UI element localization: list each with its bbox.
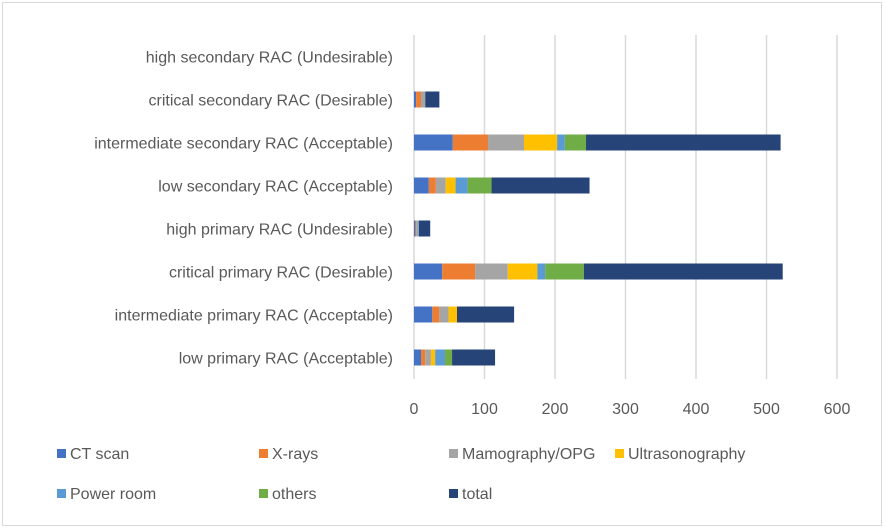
gridlines	[413, 35, 838, 379]
x-tick-label: 100	[471, 401, 498, 418]
legend-swatch	[259, 489, 268, 498]
legend-label: total	[462, 486, 492, 503]
bar-segment-total	[586, 134, 781, 151]
bar-segment-others	[467, 177, 492, 194]
bar-segment-x-rays	[452, 134, 489, 151]
bar-segment-x-rays	[421, 349, 426, 366]
bar-segment-ct-scan	[414, 134, 453, 151]
x-tick-label: 600	[824, 401, 851, 418]
bar-segment-mamography-opg	[416, 220, 419, 237]
category-label: critical secondary RAC (Desirable)	[148, 93, 393, 110]
bar-segment-power-room	[537, 263, 546, 280]
bar-segment-x-rays	[442, 263, 476, 280]
bar-segment-total	[583, 263, 783, 280]
legend-swatch	[259, 449, 268, 458]
bar-segment-ct-scan	[414, 263, 443, 280]
bar-segment-ultrasonography	[507, 263, 538, 280]
x-tick-label: 500	[753, 401, 780, 418]
bar-segment-x-rays	[432, 306, 440, 323]
bar-segment-total	[425, 91, 440, 108]
legend-label: Power room	[70, 486, 156, 503]
legend-swatch	[57, 449, 66, 458]
x-tick-label: 0	[410, 401, 419, 418]
bar-segment-mamography-opg	[421, 91, 426, 108]
legend-label: Ultrasonography	[628, 446, 745, 463]
legend-swatch	[57, 489, 66, 498]
bars	[414, 91, 783, 366]
bar-segment-x-rays	[416, 91, 422, 108]
category-labels: low primary RAC (Acceptable) intermediate…	[94, 50, 393, 368]
x-tick-label: 400	[683, 401, 710, 418]
bar-segment-ultrasonography	[523, 134, 558, 151]
legend: CT scan X-rays Mamography/OPG Ultrasonograp…	[57, 446, 745, 503]
bar-segment-total	[418, 220, 431, 237]
bar-segment-power-room	[455, 177, 468, 194]
category-label: low secondary RAC (Acceptable)	[158, 179, 393, 196]
bar-segment-mamography-opg	[425, 349, 431, 366]
bar-segment-others	[545, 263, 584, 280]
bar-segment-x-rays	[415, 220, 417, 237]
legend-label: X-rays	[272, 446, 318, 463]
bar-segment-ultrasonography	[448, 306, 458, 323]
legend-label: others	[272, 486, 316, 503]
legend-swatch	[449, 449, 458, 458]
category-label: high secondary RAC (Undesirable)	[146, 50, 393, 67]
bar-segment-ct-scan	[414, 349, 422, 366]
legend-swatch	[615, 449, 624, 458]
category-label: intermediate secondary RAC (Acceptable)	[94, 136, 393, 153]
bar-segment-total	[457, 306, 515, 323]
category-label: high primary RAC (Undesirable)	[166, 222, 393, 239]
x-tick-labels: 0 100 200 300 400 500 600	[410, 401, 851, 418]
bar-segment-mamography-opg	[435, 177, 446, 194]
category-label: intermediate primary RAC (Acceptable)	[115, 308, 393, 325]
bar-segment-power-room	[418, 220, 419, 237]
bar-segment-x-rays	[428, 177, 436, 194]
legend-swatch	[449, 489, 458, 498]
bar-segment-power-room	[557, 134, 565, 151]
category-label: critical primary RAC (Desirable)	[169, 265, 393, 282]
legend-label: Mamography/OPG	[462, 446, 595, 463]
category-label: low primary RAC (Acceptable)	[179, 351, 393, 368]
x-tick-label: 200	[542, 401, 569, 418]
bar-segment-mamography-opg	[439, 306, 449, 323]
bar-segment-ultrasonography	[430, 349, 436, 366]
bar-segment-total	[491, 177, 590, 194]
bar-segment-ct-scan	[414, 220, 416, 237]
bar-segment-total	[452, 349, 496, 366]
bar-segment-others	[564, 134, 587, 151]
bar-segment-ct-scan	[414, 306, 433, 323]
bar-segment-others	[445, 349, 453, 366]
x-tick-label: 300	[612, 401, 639, 418]
legend-label: CT scan	[70, 446, 129, 463]
bar-segment-mamography-opg	[488, 134, 524, 151]
bar-segment-mamography-opg	[475, 263, 508, 280]
bar-segment-ct-scan	[414, 91, 417, 108]
bar-segment-ultrasonography	[445, 177, 456, 194]
bar-segment-power-room	[435, 349, 446, 366]
bar-segment-ct-scan	[414, 177, 429, 194]
